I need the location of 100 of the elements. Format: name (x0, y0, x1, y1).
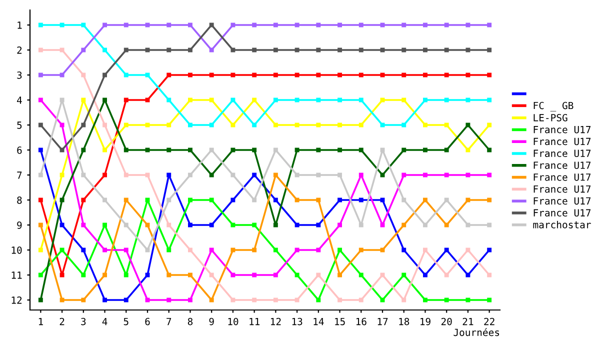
point (252, 72, 257, 78)
x-tick-label: 21 (462, 318, 474, 326)
point (316, 122, 321, 128)
point (273, 22, 278, 28)
point (316, 172, 321, 178)
point (124, 248, 128, 252)
point (316, 98, 321, 102)
point (273, 222, 278, 228)
point (166, 248, 172, 252)
point (145, 172, 150, 178)
x-tick-label: 14 (314, 318, 324, 326)
point (380, 272, 385, 278)
point (102, 72, 107, 78)
point (38, 122, 43, 128)
point (102, 222, 107, 228)
point (209, 72, 214, 78)
point (273, 98, 278, 102)
point (209, 48, 214, 52)
point (273, 198, 278, 202)
point (423, 98, 428, 102)
x-tick-label: 22 (484, 318, 494, 326)
point (466, 272, 470, 278)
point (60, 222, 64, 228)
legend-label: France U17 (534, 209, 591, 216)
point (423, 298, 428, 302)
point (102, 298, 107, 302)
point (230, 298, 236, 302)
x-tick-label: 8 (188, 318, 193, 326)
point (188, 198, 192, 202)
point (188, 272, 192, 278)
point (338, 148, 342, 152)
point (60, 272, 64, 278)
point (145, 198, 150, 202)
point (316, 22, 321, 28)
point (423, 148, 428, 152)
point (166, 298, 172, 302)
point (444, 222, 449, 228)
point (358, 222, 364, 228)
point (423, 122, 428, 128)
point (252, 272, 257, 278)
point (81, 72, 86, 78)
point (60, 48, 64, 52)
point (487, 248, 492, 252)
point (487, 298, 492, 302)
point (316, 222, 321, 228)
point (209, 148, 214, 152)
x-axis-title: Journées (454, 328, 500, 336)
point (466, 122, 470, 128)
point (423, 172, 428, 178)
y-tick-label: 10 (12, 246, 22, 254)
legend-label: France U17 (534, 150, 591, 158)
point (444, 248, 449, 252)
point (38, 248, 43, 252)
point (209, 122, 214, 128)
point (358, 22, 364, 28)
point (487, 48, 492, 52)
point (38, 72, 43, 78)
legend-label: FC _ GB (534, 102, 574, 112)
point (209, 272, 214, 278)
point (402, 98, 406, 102)
legend-label: France U17 (534, 185, 591, 193)
y-tick-label: 9 (17, 222, 22, 229)
point (252, 98, 257, 102)
point (60, 298, 64, 302)
point (316, 48, 321, 52)
point (188, 98, 192, 102)
point (444, 98, 449, 102)
point (124, 272, 128, 278)
point (252, 22, 257, 28)
point (380, 248, 385, 252)
point (380, 148, 385, 152)
point (124, 222, 128, 228)
point (402, 22, 406, 28)
x-tick-label: 16 (356, 318, 366, 326)
point (102, 22, 107, 28)
point (273, 172, 278, 178)
point (402, 222, 406, 228)
point (209, 98, 214, 102)
point (444, 172, 449, 178)
point (402, 172, 406, 178)
point (60, 22, 64, 28)
legend-label: marchostar (533, 220, 591, 228)
point (38, 98, 43, 102)
point (145, 122, 150, 128)
point (358, 72, 364, 78)
point (124, 122, 128, 128)
point (294, 72, 300, 78)
legend-label: France U17 (534, 162, 591, 169)
point (209, 198, 214, 202)
point (124, 48, 128, 52)
point (444, 122, 449, 128)
point (102, 48, 107, 52)
point (60, 72, 64, 78)
point (380, 198, 385, 202)
x-tick-label: 7 (166, 318, 172, 326)
point (166, 22, 172, 28)
point (230, 248, 236, 252)
point (38, 22, 43, 28)
point (124, 98, 128, 102)
y-tick-label: 4 (16, 96, 22, 104)
